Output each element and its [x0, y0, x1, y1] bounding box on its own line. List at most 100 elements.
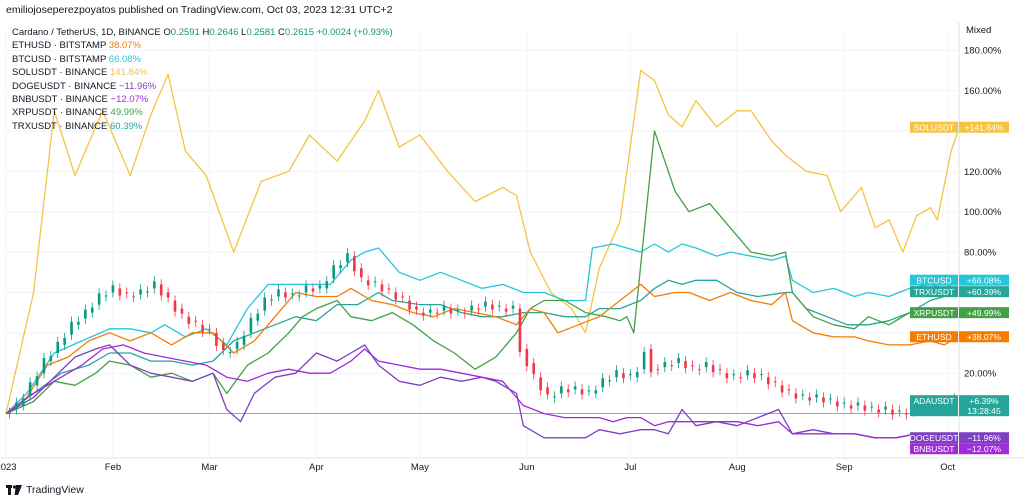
ada-candle-body: [773, 381, 777, 383]
ada-candle-body: [387, 288, 391, 290]
compare-legend-row[interactable]: ETHUSD · BITSTAMP 38.07%: [12, 39, 393, 52]
publisher-line: emiliojoseperezpoyatos published on Trad…: [6, 4, 393, 16]
ada-candle-body: [359, 268, 363, 278]
x-tick-label: Aug: [729, 462, 746, 473]
ada-candle-body: [684, 361, 687, 369]
ada-candle-body: [539, 377, 542, 391]
x-tick-label: May: [411, 462, 429, 473]
compare-symbol: BTCUSD · BITSTAMP: [12, 53, 109, 65]
close-label: C: [278, 27, 285, 38]
main-symbol-row[interactable]: Cardano / TetherUS, 1D, BINANCE O0.2591 …: [12, 26, 393, 39]
ada-candle-body: [608, 380, 611, 382]
ada-candle-body: [187, 316, 191, 324]
comparison-chart[interactable]: 20.00% 80.00% 100.00% 120.00% 160.00% 180.00%…: [0, 22, 1024, 480]
ada-candle-body: [318, 285, 322, 289]
series-line-dogeusdt: [5, 344, 958, 439]
ada-candle-body: [649, 348, 653, 373]
compare-value: −12.07%: [110, 94, 149, 106]
ada-candle-body: [829, 398, 832, 400]
x-tick-label: Oct: [940, 462, 955, 473]
ada-candle-body: [739, 377, 742, 379]
x-tick-label: Mar: [201, 462, 217, 473]
ada-candle-body: [366, 280, 370, 286]
price-value-tag: [959, 307, 1009, 319]
ada-candle-body: [173, 300, 177, 312]
ada-candle-body: [297, 295, 301, 297]
ada-candle-body: [760, 374, 763, 376]
y-tick-label: 100.00%: [964, 207, 1002, 218]
series-name-tag: [910, 307, 958, 319]
compare-value: −11.96%: [118, 80, 157, 92]
high-label: H: [202, 27, 210, 38]
y-tick-label: 20.00%: [964, 369, 997, 380]
x-tick-label: Apr: [309, 462, 324, 473]
compare-value: 49.99%: [110, 107, 143, 119]
ada-candle-body: [284, 292, 287, 298]
price-value-tag-text: +6.39%: [969, 396, 999, 406]
ada-candle-body: [849, 405, 853, 409]
compare-legend-row[interactable]: BNBUSDT · BINANCE −12.07%: [12, 93, 393, 106]
compare-legend-row[interactable]: SOLUSDT · BINANCE 141.84%: [12, 66, 393, 79]
compare-legend-row[interactable]: XRPUSDT · BINANCE 49.99%: [12, 106, 393, 119]
open-label: O: [163, 27, 171, 38]
series-line-ethusd: [5, 283, 959, 415]
ada-candle-body: [118, 288, 122, 296]
ada-candle-body: [8, 412, 11, 414]
ada-candle-body: [601, 378, 605, 388]
compare-symbol: BNBUSDT · BINANCE: [12, 94, 111, 106]
ada-candle-body: [153, 281, 156, 289]
ada-candle-body: [546, 387, 549, 395]
series-name-tag: [910, 395, 958, 417]
ada-candle-body: [63, 337, 66, 345]
scale-mode[interactable]: Mixed: [966, 25, 992, 36]
ada-candle-body: [566, 389, 570, 393]
ada-candle-body: [146, 291, 149, 293]
ada-candle-body: [256, 313, 260, 321]
x-tick-label: Feb: [105, 462, 121, 473]
ada-candle-body: [290, 293, 294, 295]
ada-candle-body: [311, 288, 315, 292]
y-tick-label: 160.00%: [964, 86, 1002, 97]
ada-candle-body: [691, 365, 694, 367]
x-tick-label: Jun: [519, 462, 534, 473]
price-value-tag-text: +60.39%: [967, 287, 1002, 297]
price-value-tag: [959, 121, 1009, 133]
ada-candle-body: [877, 409, 880, 413]
ada-candle-body: [435, 312, 439, 314]
ada-candle-body: [408, 300, 411, 310]
ada-candle-body: [656, 369, 660, 371]
ada-candle-body: [891, 409, 894, 415]
compare-legend-row[interactable]: BTCUSD · BITSTAMP 66.08%: [12, 53, 393, 66]
ada-candle-body: [863, 405, 867, 411]
series-name-tag: [910, 121, 958, 133]
series-line-trxusdt: [5, 279, 959, 415]
x-tick-label: Jul: [624, 462, 636, 473]
ada-candle-body: [90, 307, 94, 313]
compare-legend-row[interactable]: TRXUSDT · BINANCE 60.39%: [12, 120, 393, 133]
open-value: 0.2591: [170, 27, 200, 38]
series-name-tag-text: SOLUSDT: [914, 122, 955, 132]
high-value: 0.2646: [209, 27, 239, 38]
ada-candle-body: [856, 402, 860, 406]
price-value-tag: [959, 274, 1009, 286]
ada-candle-body: [525, 348, 529, 367]
price-value-tag: [959, 286, 1009, 298]
series-name-tag-text: DOGEUSDT: [910, 433, 959, 443]
ada-candle-body: [801, 394, 805, 396]
compare-legend-row[interactable]: DOGEUSDT · BINANCE −11.96%: [12, 80, 393, 93]
low-value: 0.2581: [246, 27, 276, 38]
ada-candle-body: [629, 374, 632, 376]
y-tick-label: 80.00%: [964, 248, 997, 259]
ada-candle-body: [704, 362, 708, 368]
ada-candle-body: [394, 292, 398, 300]
compare-symbol: DOGEUSDT · BINANCE: [12, 80, 119, 92]
ada-candle-body: [339, 265, 342, 269]
series-name-tag: [910, 432, 958, 444]
ada-candle-body: [553, 396, 556, 398]
ada-candle-body: [463, 312, 467, 314]
chart-area[interactable]: 20.00% 80.00% 100.00% 120.00% 160.00% 180.00%…: [0, 22, 1024, 480]
ada-candle-body: [477, 308, 480, 310]
ada-candle-body: [560, 386, 563, 394]
ada-candle-body: [166, 292, 170, 298]
countdown-text: 13:28:45: [967, 406, 1001, 416]
